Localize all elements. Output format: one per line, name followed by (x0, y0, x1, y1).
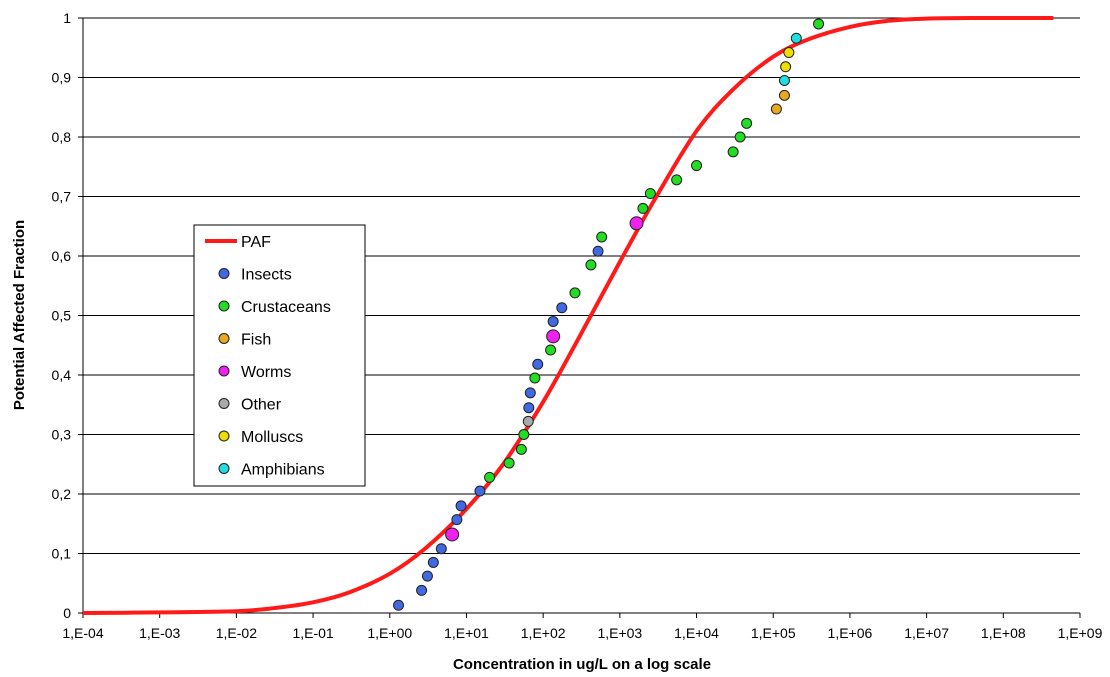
point-crustaceans-3 (518, 429, 530, 440)
x-tick-label-0: 1,E-04 (62, 625, 103, 641)
point-insects-1 (416, 584, 428, 596)
series-fish (770, 89, 790, 115)
point-other-0 (522, 415, 534, 427)
point-amphibians-0 (778, 74, 790, 86)
point-crustaceans-5 (545, 344, 557, 356)
x-tick-label-10: 1,E+06 (828, 625, 873, 641)
point-insects-3 (427, 556, 439, 568)
y-tick-label-5: 0,5 (52, 308, 72, 324)
point-worms-2 (629, 216, 644, 231)
point-crustaceans-2 (515, 443, 527, 455)
point-worms-1 (546, 329, 561, 344)
series-insects (393, 245, 604, 611)
x-tick-label-12: 1,E+08 (981, 625, 1026, 641)
point-insects-10 (532, 358, 544, 370)
legend-label-amphibians: Amphibians (241, 462, 325, 479)
point-crustaceans-0 (484, 471, 496, 483)
legend-swatch-molluscs (218, 430, 230, 442)
point-insects-11 (547, 315, 559, 327)
x-tick-label-4: 1,E+00 (367, 625, 412, 641)
point-insects-0 (393, 599, 405, 611)
point-insects-13 (592, 245, 604, 257)
y-tick-label-9: 0,9 (52, 70, 72, 86)
point-molluscs-1 (783, 47, 795, 59)
legend-swatch-fish (218, 333, 230, 344)
point-crustaceans-1 (503, 457, 515, 469)
x-tick-label-11: 1,E+07 (904, 625, 949, 641)
series-molluscs (780, 47, 795, 73)
x-tick-label-6: 1,E+02 (521, 625, 566, 641)
x-tick-label-13: 1,E+09 (1058, 625, 1103, 641)
point-insects-12 (556, 302, 568, 314)
y-tick-label-4: 0,4 (52, 367, 72, 383)
y-axis-title: Potential Affected Fraction (11, 220, 28, 410)
x-tick-label-5: 1,E+01 (444, 625, 489, 641)
legend-label-insects: Insects (241, 267, 292, 284)
y-tick-label-2: 0,2 (52, 486, 72, 502)
y-tick-label-6: 0,6 (52, 248, 72, 264)
point-crustaceans-16 (813, 18, 825, 30)
x-tick-labels: 1,E-04 1,E-03 1,E-02 1,E-01 1,E+00 1,E+01 1,E+… (62, 625, 1102, 641)
legend-swatch-amphibians (218, 463, 230, 474)
legend-label-worms: Worms (241, 364, 291, 381)
paf-curve (82, 15, 1054, 615)
x-tick-label-9: 1,E+05 (751, 625, 796, 641)
y-tick-label-10: 1 (63, 10, 71, 26)
point-crustaceans-9 (637, 202, 649, 214)
series-worms (445, 216, 644, 542)
point-fish-0 (770, 103, 782, 115)
x-tick-label-7: 1,E+03 (597, 625, 642, 641)
x-tick-label-3: 1,E-01 (292, 625, 333, 641)
point-insects-6 (455, 500, 467, 512)
legend-box (193, 224, 366, 487)
point-insects-8 (523, 402, 535, 414)
y-tick-label-8: 0,8 (52, 129, 72, 145)
axes (78, 17, 1081, 618)
legend-swatch-other (218, 398, 230, 409)
legend-swatch-crustaceans (218, 300, 230, 312)
point-insects-9 (524, 387, 536, 399)
series-other (522, 415, 534, 427)
point-insects-7 (474, 485, 486, 497)
point-crustaceans-8 (596, 231, 608, 243)
point-molluscs-0 (780, 61, 792, 73)
point-crustaceans-14 (734, 131, 746, 143)
point-insects-2 (421, 570, 433, 582)
series-amphibians (778, 32, 802, 86)
legend-label-other: Other (241, 397, 282, 414)
point-crustaceans-15 (741, 117, 753, 129)
point-crustaceans-7 (585, 259, 597, 271)
y-tick-labels: 0 0,1 0,2 0,3 0,4 0,5 0,6 0,7 0,8 0,9 1 (52, 10, 72, 621)
y-tick-label-3: 0,3 (52, 427, 72, 443)
legend-label-crustaceans: Crustaceans (241, 299, 331, 316)
point-crustaceans-13 (727, 146, 739, 158)
series-crustaceans (484, 18, 825, 483)
data-points-layer (393, 18, 825, 611)
x-axis-title: Concentration in ug/L on a log scale (453, 656, 711, 673)
point-fish-1 (778, 89, 790, 101)
point-crustaceans-4 (529, 372, 541, 384)
point-crustaceans-11 (671, 174, 683, 186)
point-amphibians-1 (790, 32, 802, 44)
legend: PAF Insects Crustaceans Fish Worms Other Mollu… (193, 224, 366, 487)
legend-swatch-worms (218, 365, 230, 377)
legend-label-molluscs: Molluscs (241, 429, 303, 446)
paf-curve-layer (82, 15, 1054, 615)
y-tick-label-7: 0,7 (52, 189, 72, 205)
y-tick-label-0: 0 (63, 605, 71, 621)
point-worms-0 (445, 527, 460, 542)
x-tick-label-2: 1,E-02 (216, 625, 257, 641)
legend-label-paf: PAF (241, 234, 271, 251)
point-crustaceans-12 (691, 160, 703, 172)
legend-label-fish: Fish (241, 332, 271, 349)
legend-swatch-insects (218, 268, 230, 279)
point-crustaceans-10 (644, 188, 656, 200)
x-tick-label-1: 1,E-03 (139, 625, 180, 641)
point-insects-5 (451, 514, 463, 526)
point-insects-4 (435, 543, 447, 555)
point-crustaceans-6 (569, 287, 581, 299)
y-tick-label-1: 0,1 (52, 546, 72, 562)
x-tick-label-8: 1,E+04 (674, 625, 719, 641)
